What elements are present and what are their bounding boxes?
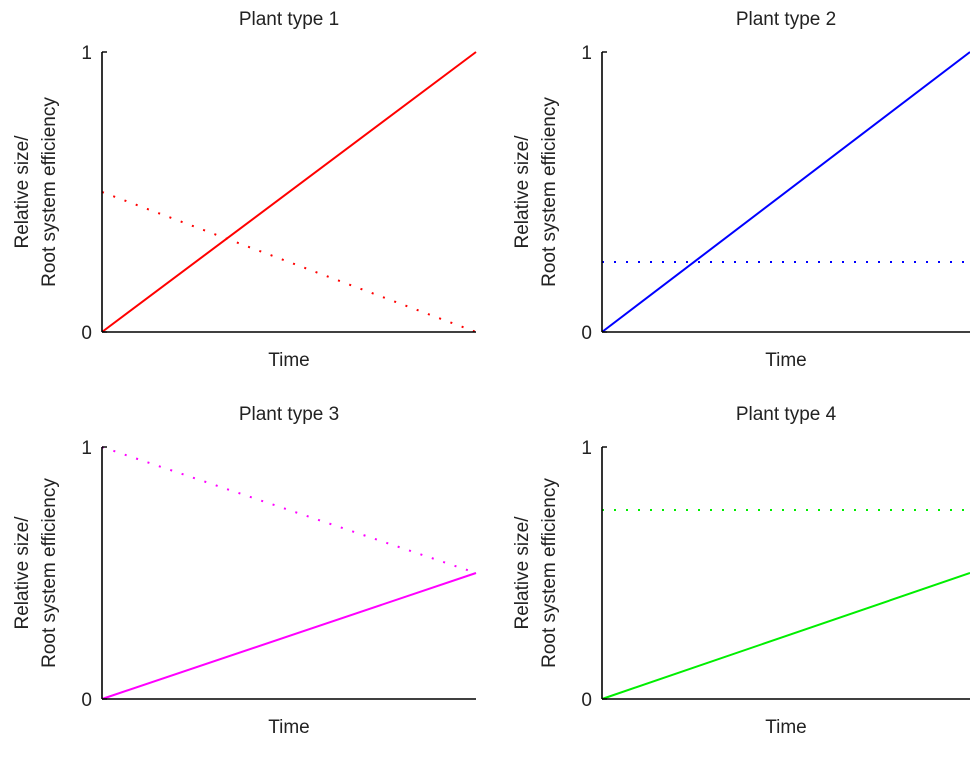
dotted-series-line <box>101 446 477 574</box>
y-axis-label-line-1: Relative size/ <box>12 135 33 249</box>
y-tick-label: 0 <box>81 323 92 344</box>
x-axis-label: Time <box>268 350 310 371</box>
chart-panel-2: Plant type 2 0 1 Time Relative size/Root sys… <box>512 9 970 371</box>
chart-panel-1: Plant type 1 0 1 Time Relative size/Root sys… <box>12 9 477 371</box>
y-tick-label: 0 <box>581 323 592 344</box>
y-axis-label-line-2: Root system efficiency <box>539 478 560 668</box>
y-tick-label: 1 <box>581 438 592 459</box>
chart-panel-3: Plant type 3 0 1 Time Relative size/Root sys… <box>12 404 477 738</box>
y-tick-label: 1 <box>581 43 592 64</box>
solid-series-line <box>101 572 477 700</box>
y-axis-label-line-2: Root system efficiency <box>39 478 60 668</box>
chart-panel-4: Plant type 4 0 1 Time Relative size/Root sys… <box>512 404 970 738</box>
dotted-series-line <box>101 191 477 333</box>
chart-title: Plant type 1 <box>239 9 339 30</box>
chart-title: Plant type 2 <box>736 9 836 30</box>
y-axis-label-line-1: Relative size/ <box>512 516 533 630</box>
y-axis-label-line-2: Root system efficiency <box>539 97 560 287</box>
chart-title: Plant type 4 <box>736 404 837 425</box>
x-axis-label: Time <box>765 350 807 371</box>
solid-series-line <box>601 572 970 700</box>
y-axis-label-line-1: Relative size/ <box>12 516 33 630</box>
y-tick-label: 1 <box>81 438 92 459</box>
solid-series-line <box>101 51 477 333</box>
x-axis-label: Time <box>268 717 310 738</box>
y-axis-label-line-2: Root system efficiency <box>39 97 60 287</box>
chart-title: Plant type 3 <box>239 404 339 425</box>
x-axis-label: Time <box>765 717 807 738</box>
y-tick-label: 0 <box>81 690 92 711</box>
y-tick-label: 0 <box>581 690 592 711</box>
y-axis-label-line-1: Relative size/ <box>512 135 533 249</box>
y-tick-label: 1 <box>81 43 92 64</box>
solid-series-line <box>601 51 970 333</box>
